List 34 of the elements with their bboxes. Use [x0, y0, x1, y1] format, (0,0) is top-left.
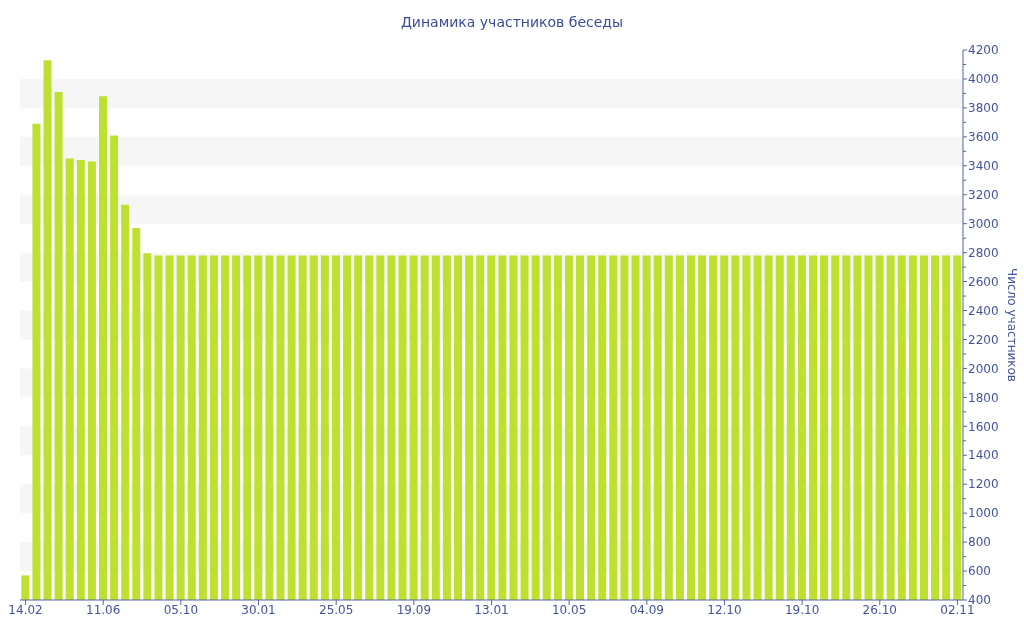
y-tick-label: 600	[968, 564, 991, 579]
x-tick-label: 25.05	[319, 603, 354, 618]
x-tick-label: 30.01	[241, 603, 276, 618]
y-tick-label: 2400	[968, 303, 999, 318]
y-tick-label: 3200	[968, 187, 999, 202]
y-tick-label: 3400	[968, 158, 999, 173]
x-tick-label: 02.11	[940, 603, 975, 618]
x-tick-label: 05.10	[163, 603, 199, 618]
y-tick-label: 3600	[968, 130, 999, 145]
y-tick-label: 2200	[968, 332, 999, 347]
x-tick-label: 12.10	[707, 603, 742, 618]
y-tick-label: 1200	[968, 477, 999, 492]
y-tick-label: 1400	[968, 448, 999, 463]
chart-title: Динамика участников беседы	[399, 13, 625, 32]
y-tick-label: 1000	[968, 506, 999, 521]
y-axis-title: Число участников	[1005, 268, 1019, 382]
x-tick-label: 10.05	[551, 603, 587, 618]
x-tick-label: 19.09	[396, 603, 432, 618]
x-tick-label: 13.01	[474, 603, 509, 618]
x-tick-label: 11.06	[86, 603, 121, 618]
x-tick-label: 14.02	[8, 603, 43, 618]
x-tick-label: 19.10	[784, 603, 820, 618]
y-tick-label: 4200	[968, 43, 999, 58]
x-tick-label: 26.10	[862, 603, 897, 618]
y-tick-label: 1600	[968, 419, 999, 434]
y-tick-label: 3800	[968, 101, 999, 116]
x-tick-label: 04.09	[629, 603, 664, 618]
y-tick-label: 3000	[968, 216, 999, 231]
y-tick-label: 2000	[968, 361, 999, 376]
y-tick-label: 2800	[968, 245, 999, 260]
y-tick-label: 4000	[968, 72, 999, 87]
y-tick-label: 800	[968, 535, 991, 550]
y-tick-label: 2600	[968, 274, 999, 289]
y-tick-label: 1800	[968, 390, 999, 405]
